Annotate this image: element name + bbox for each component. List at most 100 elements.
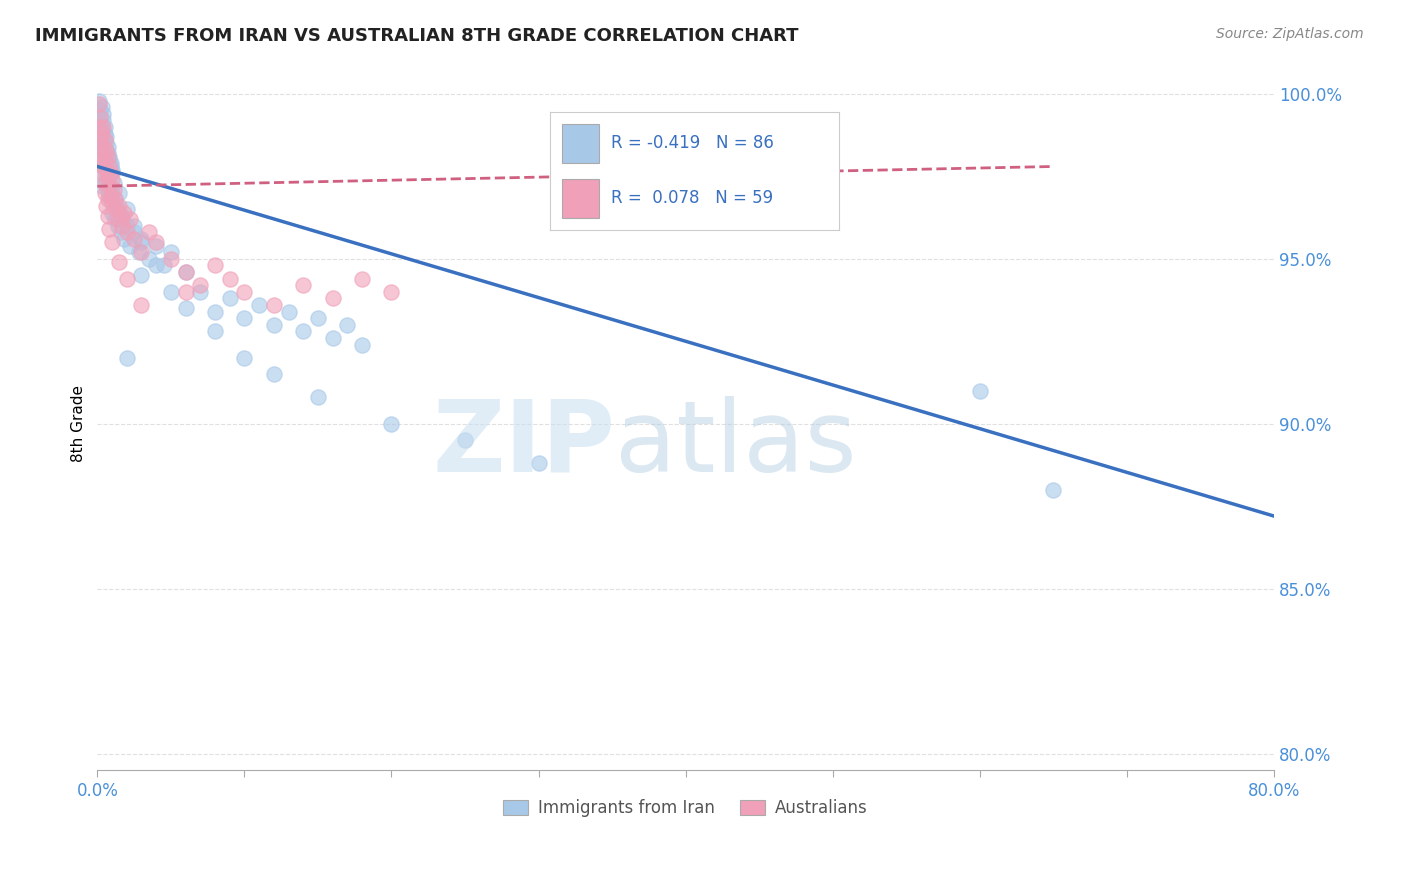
Point xyxy=(174,265,197,279)
Point xyxy=(96,199,118,213)
Point xyxy=(97,139,120,153)
Point xyxy=(90,160,112,174)
Point xyxy=(100,166,122,180)
Point xyxy=(145,259,167,273)
Point xyxy=(101,235,124,250)
Point xyxy=(97,150,120,164)
Point xyxy=(90,146,112,161)
Point xyxy=(110,226,132,240)
Point xyxy=(96,172,118,186)
Point xyxy=(89,110,111,124)
Point xyxy=(131,298,153,312)
Point xyxy=(174,301,197,316)
Point xyxy=(93,146,115,161)
Point xyxy=(91,120,114,134)
Point xyxy=(101,186,124,200)
Point xyxy=(160,245,183,260)
Point xyxy=(90,120,112,134)
Point xyxy=(104,193,127,207)
Point xyxy=(98,222,121,236)
Point xyxy=(104,212,127,227)
Point xyxy=(105,199,128,213)
Point xyxy=(322,292,344,306)
Point xyxy=(115,219,138,233)
Point xyxy=(105,202,128,217)
Point xyxy=(380,285,402,299)
Point xyxy=(97,146,120,161)
Point xyxy=(111,219,134,233)
Point xyxy=(100,160,122,174)
Point xyxy=(152,259,174,273)
Text: IMMIGRANTS FROM IRAN VS AUSTRALIAN 8TH GRADE CORRELATION CHART: IMMIGRANTS FROM IRAN VS AUSTRALIAN 8TH G… xyxy=(35,27,799,45)
Point xyxy=(322,331,344,345)
Point xyxy=(204,324,226,338)
Point xyxy=(90,166,112,180)
Point xyxy=(87,96,110,111)
Point xyxy=(138,226,160,240)
Point xyxy=(128,245,150,260)
Point xyxy=(93,186,115,200)
Point xyxy=(204,304,226,318)
Point xyxy=(87,94,110,108)
Point xyxy=(263,318,285,332)
Point xyxy=(100,156,122,170)
Point xyxy=(112,232,135,246)
Point xyxy=(111,212,134,227)
Point xyxy=(108,186,131,200)
Point xyxy=(131,245,153,260)
Point xyxy=(90,179,112,194)
Point xyxy=(131,235,153,250)
Point xyxy=(247,298,270,312)
Point xyxy=(91,139,114,153)
Point xyxy=(108,205,131,219)
Point xyxy=(292,324,315,338)
Point xyxy=(96,129,118,144)
Legend: Immigrants from Iran, Australians: Immigrants from Iran, Australians xyxy=(496,793,875,824)
Point xyxy=(188,278,211,293)
Point xyxy=(527,456,550,470)
Point xyxy=(188,285,211,299)
Point xyxy=(89,103,111,118)
Point xyxy=(98,153,121,167)
Point xyxy=(98,179,121,194)
Point xyxy=(87,120,110,134)
Point xyxy=(93,133,115,147)
Point xyxy=(233,351,256,365)
Point xyxy=(89,127,111,141)
Point xyxy=(87,113,110,128)
Point xyxy=(454,434,477,448)
Point xyxy=(93,169,115,184)
Point xyxy=(160,252,183,266)
Point xyxy=(97,183,120,197)
Point xyxy=(204,259,226,273)
Text: ZIP: ZIP xyxy=(432,396,614,493)
Point xyxy=(91,113,114,128)
Point xyxy=(107,219,129,233)
Point xyxy=(97,169,120,184)
Point xyxy=(96,136,118,151)
Point xyxy=(91,160,114,174)
Point xyxy=(90,127,112,141)
Point xyxy=(103,183,125,197)
Text: Source: ZipAtlas.com: Source: ZipAtlas.com xyxy=(1216,27,1364,41)
Point xyxy=(174,265,197,279)
Point xyxy=(122,219,145,233)
Point xyxy=(93,127,115,141)
Point xyxy=(90,100,112,114)
Point xyxy=(277,304,299,318)
Point xyxy=(263,368,285,382)
Point xyxy=(104,193,127,207)
Point xyxy=(101,172,124,186)
Point xyxy=(91,160,114,174)
Point xyxy=(115,271,138,285)
Point xyxy=(89,143,111,157)
Point xyxy=(107,212,129,227)
Point xyxy=(174,285,197,299)
Point xyxy=(218,292,240,306)
Point xyxy=(118,212,141,227)
Point xyxy=(969,384,991,398)
Point xyxy=(89,133,111,147)
Point xyxy=(352,271,374,285)
Point xyxy=(108,199,131,213)
Point xyxy=(91,106,114,120)
